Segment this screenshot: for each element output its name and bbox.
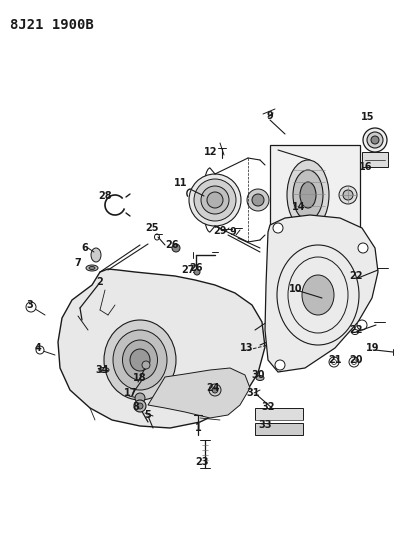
Text: 24: 24: [206, 383, 220, 393]
Circle shape: [349, 357, 359, 367]
Text: 27: 27: [181, 265, 195, 275]
Text: 23: 23: [195, 457, 209, 467]
Text: 14: 14: [292, 202, 306, 212]
Ellipse shape: [130, 349, 150, 371]
Ellipse shape: [194, 179, 236, 221]
Bar: [255, 423, 303, 435]
Text: 26: 26: [189, 263, 203, 273]
Text: 34: 34: [95, 365, 109, 375]
Text: 30: 30: [251, 370, 265, 380]
Text: 3: 3: [26, 300, 33, 310]
Ellipse shape: [343, 190, 353, 200]
Text: 4: 4: [34, 343, 41, 353]
Circle shape: [194, 269, 200, 275]
Text: 5: 5: [145, 410, 151, 420]
Ellipse shape: [287, 160, 329, 230]
Ellipse shape: [252, 194, 264, 206]
Ellipse shape: [104, 320, 176, 400]
Ellipse shape: [89, 266, 95, 270]
Circle shape: [329, 357, 339, 367]
Circle shape: [134, 400, 146, 412]
Circle shape: [26, 302, 36, 312]
Text: 26: 26: [165, 240, 179, 250]
Text: 28: 28: [98, 191, 112, 201]
Ellipse shape: [247, 189, 269, 211]
Text: 8: 8: [133, 402, 140, 412]
Text: 15: 15: [361, 112, 375, 122]
Circle shape: [209, 384, 221, 396]
Text: 20: 20: [349, 355, 363, 365]
Circle shape: [273, 223, 283, 233]
Ellipse shape: [293, 170, 323, 220]
Bar: [270, 145, 360, 240]
Circle shape: [142, 361, 150, 369]
Polygon shape: [265, 215, 378, 372]
Circle shape: [137, 403, 143, 409]
Ellipse shape: [367, 132, 383, 148]
Ellipse shape: [99, 367, 109, 373]
Ellipse shape: [113, 330, 167, 390]
Ellipse shape: [122, 340, 158, 380]
Polygon shape: [148, 368, 250, 418]
Circle shape: [275, 360, 285, 370]
Ellipse shape: [207, 192, 223, 208]
Circle shape: [212, 387, 218, 393]
Text: 22: 22: [349, 271, 363, 281]
Text: 6: 6: [82, 243, 88, 253]
Text: 31: 31: [246, 388, 260, 398]
Text: 9: 9: [230, 227, 236, 237]
Circle shape: [357, 320, 367, 330]
Ellipse shape: [363, 128, 387, 152]
Ellipse shape: [91, 248, 101, 262]
Polygon shape: [58, 269, 265, 428]
Circle shape: [358, 243, 368, 253]
Text: 32: 32: [261, 402, 275, 412]
Text: 8J21 1900B: 8J21 1900B: [10, 18, 94, 32]
Text: 12: 12: [204, 147, 218, 157]
Text: 18: 18: [133, 373, 147, 383]
Text: 1: 1: [194, 423, 201, 433]
Circle shape: [172, 244, 180, 252]
Text: 33: 33: [258, 420, 272, 430]
Text: 22: 22: [349, 325, 363, 335]
Circle shape: [135, 393, 145, 403]
Text: 19: 19: [366, 343, 380, 353]
Text: 17: 17: [124, 388, 138, 398]
Text: 9: 9: [267, 111, 273, 121]
Circle shape: [36, 346, 44, 354]
Text: 11: 11: [174, 178, 188, 188]
Text: 13: 13: [240, 343, 254, 353]
Ellipse shape: [371, 136, 379, 144]
Ellipse shape: [256, 376, 264, 381]
Ellipse shape: [339, 186, 357, 204]
Ellipse shape: [300, 182, 316, 208]
Text: 7: 7: [75, 258, 81, 268]
Ellipse shape: [201, 186, 229, 214]
Ellipse shape: [86, 265, 98, 271]
Text: 29: 29: [213, 226, 227, 236]
Text: 2: 2: [97, 277, 103, 287]
Ellipse shape: [302, 275, 334, 315]
Text: 16: 16: [359, 162, 373, 172]
Bar: [362, 152, 388, 167]
Ellipse shape: [189, 174, 241, 226]
Text: 10: 10: [289, 284, 303, 294]
Text: 25: 25: [145, 223, 159, 233]
Bar: [255, 408, 303, 420]
Text: 21: 21: [328, 355, 342, 365]
